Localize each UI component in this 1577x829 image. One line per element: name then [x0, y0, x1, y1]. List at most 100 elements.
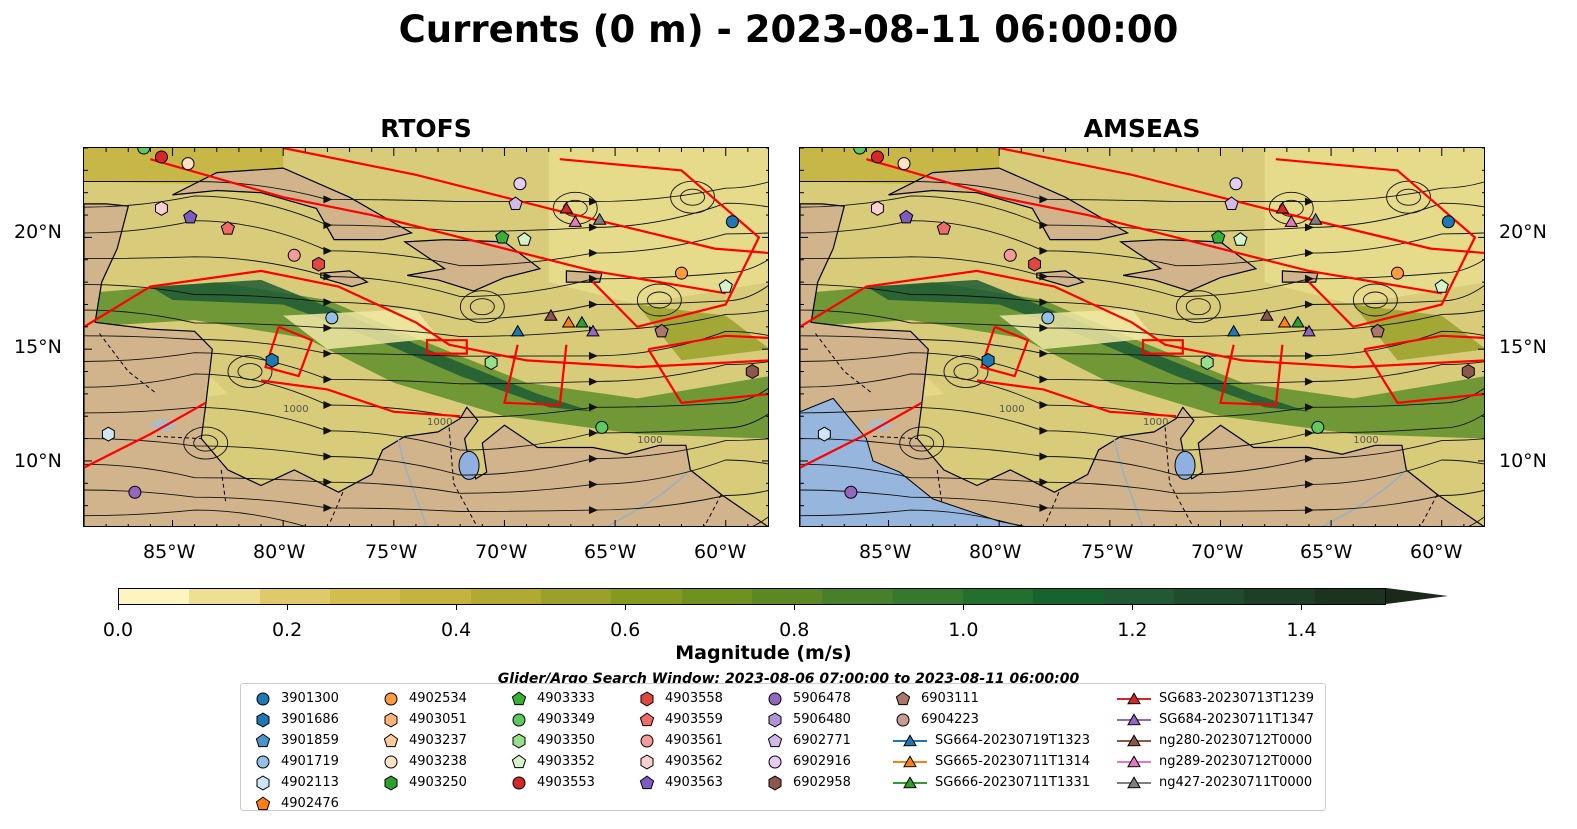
- region-boundary: [647, 334, 768, 404]
- legend-label: 5906480: [793, 712, 851, 727]
- legend-item: 6902958: [765, 772, 851, 793]
- streamline-arrow: [1304, 377, 1314, 386]
- float-marker-6902771: [1224, 196, 1239, 210]
- legend-label: 3901300: [281, 691, 339, 706]
- legend-symbol-icon: [639, 711, 655, 726]
- region-boundary: [1141, 339, 1184, 355]
- streamline-arrow: [1039, 478, 1049, 487]
- float-marker-4903562: [155, 200, 168, 216]
- current-streamline: [800, 352, 1484, 385]
- river-orinoco: [606, 471, 689, 526]
- legend-item: 4903237: [381, 730, 467, 751]
- legend-column: 4903333 4903349 4903350 4903352 4903553: [509, 688, 595, 793]
- colorbar-segment: [540, 589, 612, 604]
- legend-marker: [768, 755, 782, 768]
- map-rtofs[interactable]: 1000 1000 1000: [83, 147, 769, 527]
- streamline-arrow: [323, 195, 333, 204]
- legend-marker: [903, 775, 917, 788]
- streamline-arrow: [588, 300, 598, 309]
- land-mass: [1036, 270, 1085, 288]
- current-streamline: [800, 406, 1484, 451]
- colorbar-tick-label: 0.6: [610, 619, 641, 641]
- colorbar-segment: [1244, 589, 1315, 604]
- streamline-arrow: [588, 223, 598, 232]
- legend-label: 4903352: [537, 754, 595, 769]
- legend-marker: [255, 795, 271, 810]
- legend-marker: [903, 733, 917, 746]
- legend-item: 4903553: [509, 772, 595, 793]
- lake-maracaibo: [1174, 450, 1196, 480]
- eddy-streamline: [953, 363, 979, 380]
- legend-label: ng427-20230711T0000: [1159, 775, 1313, 790]
- eddy-streamline: [943, 355, 989, 388]
- legend-column: 3901300 3901686 3901859 4901719 4902113 49024…: [253, 688, 339, 814]
- eddy-streamline: [899, 426, 945, 460]
- country-border: [156, 435, 202, 440]
- legend-marker: [255, 732, 271, 747]
- eddy-streamline: [1396, 188, 1421, 206]
- current-streamline: [84, 309, 768, 338]
- region-boundary: [998, 148, 1484, 255]
- legend-symbol-icon: [256, 755, 270, 768]
- colorbar-segment: [681, 589, 752, 604]
- float-marker-4903563: [183, 209, 198, 224]
- streamline-arrow: [323, 323, 333, 332]
- colorbar-segment: [189, 589, 260, 604]
- float-marker-SG665-20230711T1314: [1277, 315, 1292, 328]
- legend-item: 4903563: [637, 772, 723, 793]
- legend-item: 4903561: [637, 730, 723, 751]
- legend-label: 4903238: [409, 754, 467, 769]
- river-magdalena: [397, 438, 428, 526]
- legend-label: 4903349: [537, 712, 595, 727]
- legend-marker: [512, 733, 526, 748]
- eddy-streamline: [1362, 291, 1388, 309]
- legend-label: SG664-20230719T1323: [935, 733, 1091, 748]
- current-streamline: [84, 195, 768, 232]
- lon-label-65w-left: 65°W: [584, 541, 637, 563]
- bathymetry-contour-label: 1000: [1353, 435, 1378, 446]
- float-marker-SG684-20230711T1347: [1302, 324, 1316, 337]
- current-streamline: [84, 459, 768, 494]
- region-boundary: [84, 269, 768, 369]
- country-border: [1164, 427, 1194, 526]
- legend-symbol-icon: [1117, 733, 1151, 746]
- float-marker-4903238: [181, 157, 195, 171]
- legend-item: 6902771: [765, 730, 851, 751]
- region-boundary: [800, 269, 1484, 369]
- map-amseas[interactable]: 1000 1000 1000: [799, 147, 1485, 527]
- lat-label-15n-left: 15°N: [14, 336, 62, 358]
- legend-item: 4903238: [381, 751, 467, 772]
- streamline-arrow: [1304, 403, 1314, 412]
- land-mass: [888, 167, 1130, 241]
- legend-label: SG665-20230711T1314: [935, 754, 1091, 769]
- legend-item: ng427-20230711T0000: [1117, 772, 1314, 793]
- country-border: [448, 427, 478, 526]
- colorbar-segment: [470, 589, 541, 604]
- current-streamline: [84, 489, 768, 512]
- legend-symbol-icon: [893, 733, 927, 746]
- lat-label-20n-right: 20°N: [1499, 221, 1547, 243]
- legend-column: SG683-20230713T1239 SG684-20230711T1347 ng…: [1117, 688, 1314, 793]
- streamline-arrow: [1304, 197, 1314, 206]
- float-marker-4903349: [853, 148, 867, 155]
- streamline-arrow: [1304, 274, 1314, 283]
- legend-marker: [512, 713, 526, 726]
- legend-label: 6904223: [921, 712, 979, 727]
- legend-item: 5906478: [765, 688, 851, 709]
- float-marker-SG665-20230711T1314: [561, 315, 576, 328]
- region-boundary: [1363, 334, 1484, 404]
- legend-symbol-icon: [768, 775, 782, 790]
- colorbar-segment: [329, 589, 401, 604]
- float-marker-6902916: [513, 177, 527, 191]
- bathymetry-contour-label: 1000: [637, 435, 662, 446]
- legend-marker: [384, 755, 398, 768]
- float-marker-SG664-20230719T1323: [1226, 324, 1241, 337]
- float-marker-4903558: [312, 256, 325, 272]
- streamline-arrow: [1039, 195, 1049, 204]
- streamline-arrow: [588, 274, 598, 283]
- float-marker-4903349: [137, 148, 151, 155]
- float-marker-4903352: [1233, 232, 1248, 246]
- streamline-arrow: [1039, 349, 1049, 358]
- legend-marker: [767, 732, 783, 747]
- lon-label-85w-right: 85°W: [859, 541, 912, 563]
